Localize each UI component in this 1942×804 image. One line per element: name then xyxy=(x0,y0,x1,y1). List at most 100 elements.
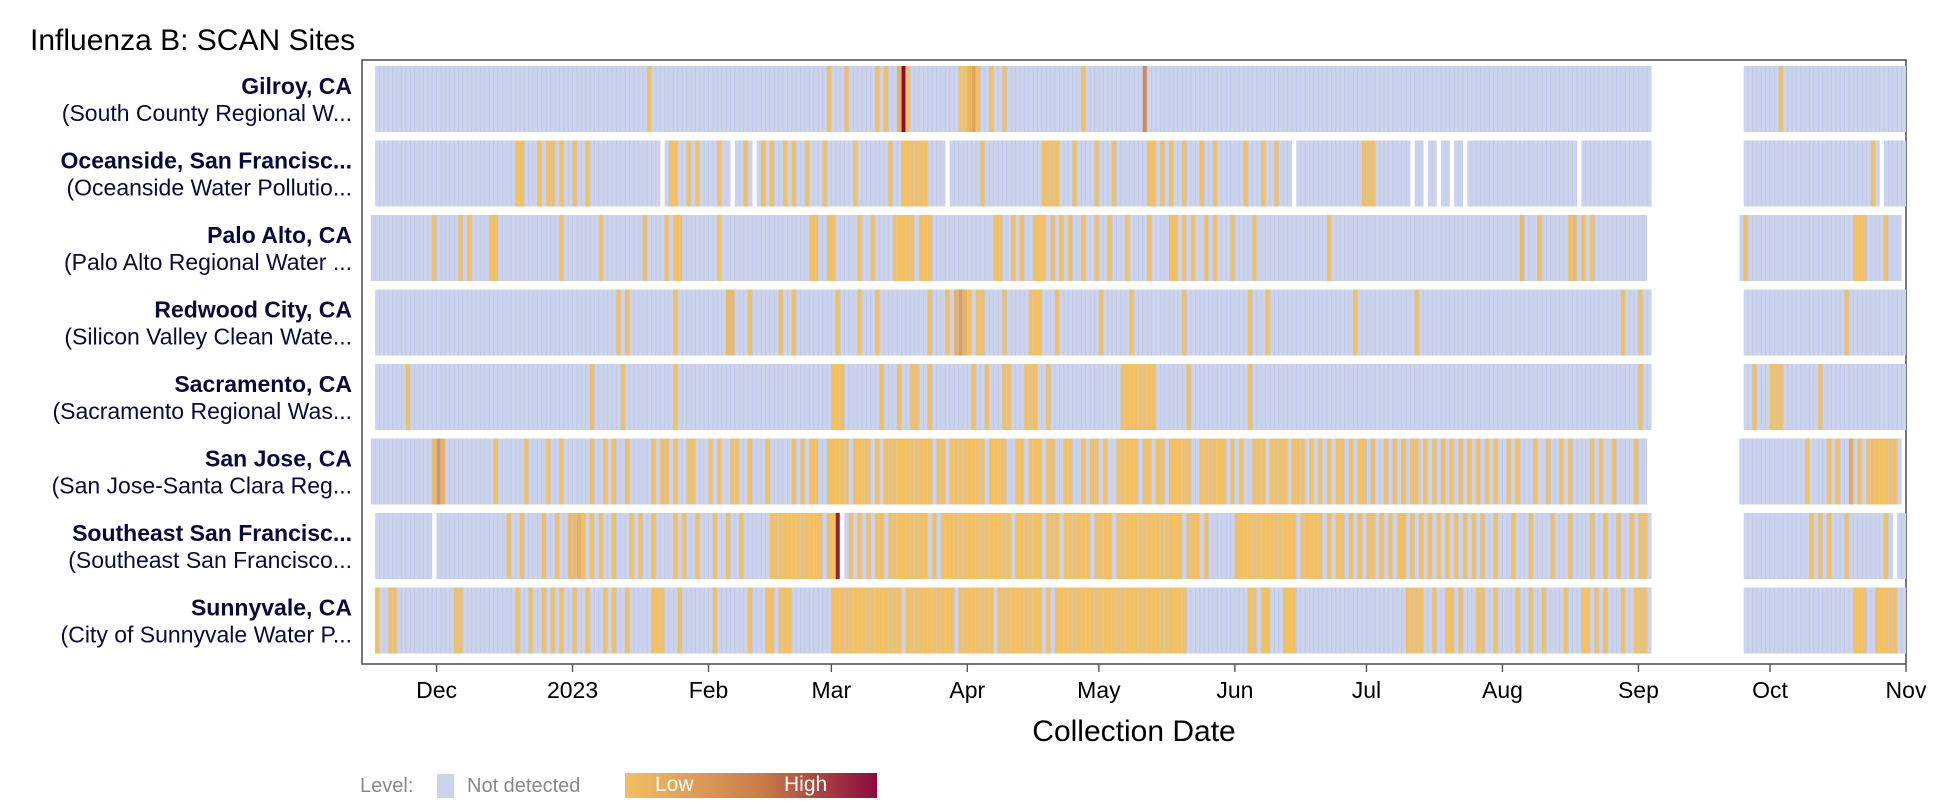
detection-mark xyxy=(962,438,967,505)
detection-mark xyxy=(923,140,928,207)
detection-mark xyxy=(1638,513,1643,579)
detection-mark xyxy=(958,513,963,579)
detection-mark xyxy=(436,438,441,505)
detection-mark xyxy=(1125,438,1130,505)
detection-mark xyxy=(1212,215,1217,281)
detection-mark xyxy=(660,438,665,505)
detection-mark xyxy=(1493,587,1498,654)
detection-mark xyxy=(783,140,788,207)
detection-mark xyxy=(1480,587,1485,654)
plot-frame xyxy=(361,59,1907,665)
detection-mark xyxy=(1770,364,1774,430)
site-plant-label: (San Jose-Santa Clara Reg... xyxy=(52,473,352,499)
detection-mark xyxy=(857,289,862,356)
detection-mark xyxy=(1353,289,1358,356)
detection-mark xyxy=(590,438,595,505)
detection-mark xyxy=(1028,438,1033,505)
detection-mark xyxy=(1445,513,1450,579)
detection-mark xyxy=(537,140,542,207)
detection-mark xyxy=(1019,587,1024,654)
detection-mark xyxy=(862,438,866,505)
detection-mark xyxy=(1169,587,1174,654)
detection-mark xyxy=(1116,587,1121,654)
detection-mark xyxy=(1094,587,1099,654)
detection-mark xyxy=(853,140,858,207)
detection-mark xyxy=(980,587,985,654)
detection-mark xyxy=(809,513,814,579)
detection-mark xyxy=(835,587,840,654)
detection-mark xyxy=(1116,513,1121,579)
detection-mark xyxy=(651,587,656,654)
detection-mark xyxy=(897,66,902,132)
detection-mark xyxy=(1541,587,1546,654)
detection-mark xyxy=(1046,438,1051,505)
x-tick-label: Aug xyxy=(1482,677,1523,703)
detection-mark xyxy=(840,587,845,654)
detection-mark xyxy=(603,587,608,654)
detection-mark xyxy=(1291,438,1296,505)
detection-mark xyxy=(1423,438,1428,505)
detection-mark xyxy=(875,66,880,132)
detection-mark xyxy=(519,513,524,579)
detection-mark xyxy=(1239,513,1244,579)
detection-mark xyxy=(493,438,498,505)
detection-mark xyxy=(1252,215,1257,281)
detection-mark xyxy=(454,587,459,654)
detection-mark xyxy=(1594,587,1599,654)
site-name-label: Gilroy, CA xyxy=(241,73,352,99)
missing-sample xyxy=(432,513,437,579)
detection-mark xyxy=(857,215,862,281)
coverage-band xyxy=(1743,513,1906,579)
detection-mark xyxy=(1366,513,1371,579)
detection-mark xyxy=(1155,587,1160,654)
detection-mark xyxy=(1888,438,1893,505)
detection-mark xyxy=(1173,438,1178,505)
coverage-band xyxy=(375,140,1652,207)
detection-mark xyxy=(1037,513,1042,579)
detection-mark xyxy=(857,587,862,654)
detection-mark xyxy=(1629,513,1634,579)
coverage-band xyxy=(1743,289,1906,356)
x-tick-label: Nov xyxy=(1886,677,1927,703)
chart-title: Influenza B: SCAN Sites xyxy=(30,24,355,57)
detection-mark xyxy=(1024,513,1029,579)
detection-mark xyxy=(857,438,862,505)
detection-mark xyxy=(962,587,967,654)
detection-mark xyxy=(1743,215,1748,281)
detection-mark xyxy=(1098,587,1103,654)
detection-mark xyxy=(1888,587,1893,654)
detection-mark xyxy=(905,66,910,132)
detection-mark xyxy=(1011,215,1016,281)
x-tick-label: 2023 xyxy=(547,677,598,703)
detection-mark xyxy=(976,438,981,505)
detection-mark xyxy=(1379,513,1384,579)
detection-mark xyxy=(1177,513,1182,579)
detection-mark xyxy=(1147,215,1152,281)
detection-mark xyxy=(914,513,919,579)
detection-mark xyxy=(835,513,840,579)
site-row-gilroy-ca xyxy=(375,66,1906,132)
detection-mark xyxy=(844,587,849,654)
detection-mark xyxy=(458,587,463,654)
detection-mark xyxy=(1072,513,1077,579)
missing-sample xyxy=(840,513,845,579)
detection-mark xyxy=(901,215,906,281)
detection-mark xyxy=(1248,364,1252,430)
detection-mark xyxy=(778,289,783,356)
detection-mark xyxy=(1090,587,1095,654)
detection-mark xyxy=(392,587,397,654)
detection-mark xyxy=(1419,513,1424,579)
detection-mark xyxy=(765,438,770,505)
detection-mark xyxy=(1090,438,1095,505)
detection-mark xyxy=(1160,587,1165,654)
detection-mark xyxy=(493,215,498,281)
detection-mark xyxy=(1642,513,1647,579)
detection-mark xyxy=(1414,289,1419,356)
missing-sample xyxy=(1449,140,1455,207)
detection-mark xyxy=(1155,513,1160,579)
detection-mark xyxy=(791,513,796,579)
detection-mark xyxy=(866,438,871,505)
detection-mark xyxy=(1041,215,1046,281)
detection-mark xyxy=(870,587,875,654)
detection-mark xyxy=(1638,364,1643,430)
